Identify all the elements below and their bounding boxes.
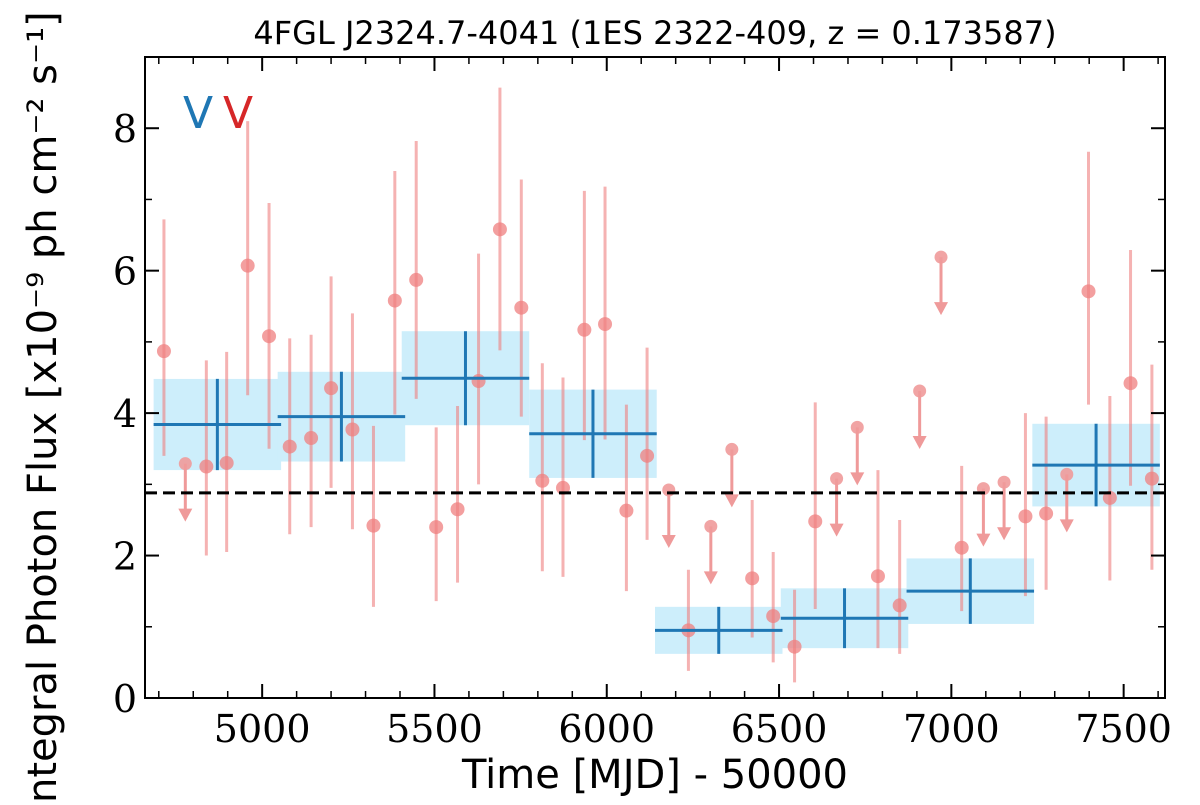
upper-limit-marker-4 [830,472,844,486]
data-point-27 [808,514,823,529]
data-point-19 [577,322,592,337]
plot-area: 5000 5500 6000 6500 7000 7500 0 2 4 6 8 V V [113,56,1172,751]
upper-limit-marker-7 [934,250,948,264]
legend-mark-0: V [183,88,213,139]
upper-limit-marker-2 [704,519,718,533]
plot-frame [144,56,1166,699]
data-point-30 [954,540,969,555]
upper-limit-arrow-5 [850,472,865,486]
data-point-12 [429,520,444,535]
data-point-8 [345,422,360,437]
x-tick-label: 6000 [558,707,655,751]
upper-limit-marker-10 [1060,467,1074,481]
upper-limit-arrow-10 [1059,519,1074,533]
x-tick-label: 7500 [1075,707,1172,751]
upper-limit-arrow-1 [661,535,676,549]
data-point-14 [471,374,486,389]
y-tick-label: 2 [113,535,137,579]
upper-limit-arrow-7 [934,302,949,316]
y-tick-label: 4 [113,392,137,436]
data-point-32 [1039,506,1054,521]
data-point-25 [766,609,781,624]
data-point-36 [1144,471,1159,486]
data-point-4 [262,329,277,344]
upper-limit-marker-6 [913,384,927,398]
data-point-5 [282,439,297,454]
legend-mark-1: V [223,88,253,139]
y-axis-label: Integral Photon Flux [x10⁻⁹ ph cm⁻² s⁻¹] [20,11,66,800]
data-point-15 [492,222,507,237]
data-point-13 [450,502,465,517]
x-tick-label: 5500 [386,707,483,751]
data-point-3 [240,258,255,273]
data-point-24 [745,571,760,586]
upper-limit-marker-3 [725,442,739,456]
upper-limit-arrow-4 [829,523,844,537]
x-axis-label: Time [MJD] - 50000 [461,752,848,798]
upper-limit-marker-5 [850,420,864,434]
data-point-10 [387,293,402,308]
upper-limit-marker-0 [178,457,192,471]
data-point-28 [870,569,885,584]
upper-limit-arrow-2 [703,571,718,585]
data-point-21 [619,503,634,518]
data-point-17 [535,473,550,488]
data-point-16 [514,300,529,315]
upper-limit-arrow-3 [724,494,739,508]
upper-limit-arrow-8 [976,533,991,547]
data-point-6 [304,431,319,446]
data-point-2 [219,455,234,470]
data-point-26 [787,639,802,654]
data-point-35 [1123,376,1138,391]
upper-limit-arrow-9 [997,527,1012,541]
x-tick-label: 6500 [731,707,828,751]
upper-limit-arrow-6 [912,436,927,450]
upper-limit-marker-1 [662,483,676,497]
data-point-22 [640,448,655,463]
data-point-11 [409,272,424,287]
data-point-0 [156,344,171,359]
data-point-29 [892,598,907,613]
upper-limit-arrow-0 [178,508,193,522]
data-point-9 [366,518,381,533]
y-tick-label: 8 [113,107,137,151]
x-tick-label: 5000 [214,707,311,751]
data-point-31 [1018,509,1033,524]
upper-limit-marker-9 [997,475,1011,489]
y-tick-label: 6 [113,250,137,294]
chart-title: 4FGL J2324.7-4041 (1ES 2322-409, z = 0.1… [253,14,1056,52]
x-tick-label: 7000 [903,707,1000,751]
data-point-20 [598,317,613,332]
data-point-33 [1081,284,1096,299]
y-tick-label: 0 [113,677,137,721]
data-point-7 [324,381,339,396]
data-point-1 [199,459,214,474]
